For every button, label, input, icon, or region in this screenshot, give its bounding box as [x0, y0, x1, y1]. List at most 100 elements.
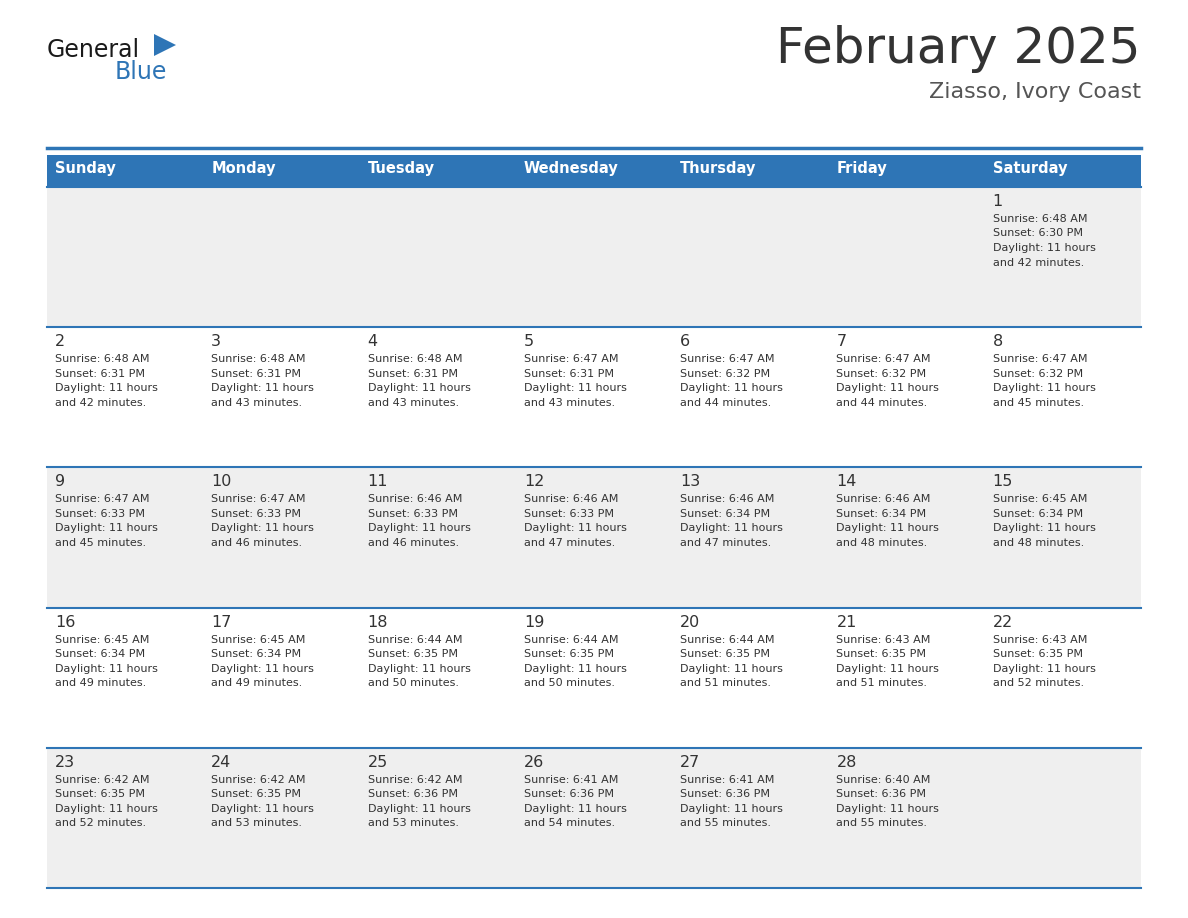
Text: and 45 minutes.: and 45 minutes.	[55, 538, 146, 548]
Text: Sunrise: 6:47 AM: Sunrise: 6:47 AM	[524, 354, 619, 364]
Text: and 46 minutes.: and 46 minutes.	[367, 538, 459, 548]
Text: 24: 24	[211, 755, 232, 770]
Text: and 42 minutes.: and 42 minutes.	[55, 397, 146, 408]
Text: 19: 19	[524, 614, 544, 630]
Bar	[360, 155, 516, 187]
Text: Sunset: 6:31 PM: Sunset: 6:31 PM	[524, 369, 614, 379]
Text: and 46 minutes.: and 46 minutes.	[211, 538, 303, 548]
Text: 25: 25	[367, 755, 387, 770]
Text: Sunset: 6:36 PM: Sunset: 6:36 PM	[681, 789, 770, 800]
Text: 18: 18	[367, 614, 388, 630]
Text: and 54 minutes.: and 54 minutes.	[524, 818, 615, 828]
Text: Sunday: Sunday	[55, 161, 115, 176]
Text: Sunset: 6:33 PM: Sunset: 6:33 PM	[55, 509, 145, 519]
Text: Daylight: 11 hours: Daylight: 11 hours	[681, 523, 783, 533]
Text: Sunrise: 6:47 AM: Sunrise: 6:47 AM	[211, 495, 305, 504]
Text: and 50 minutes.: and 50 minutes.	[367, 678, 459, 688]
Text: Sunset: 6:35 PM: Sunset: 6:35 PM	[836, 649, 927, 659]
Text: Sunrise: 6:45 AM: Sunrise: 6:45 AM	[211, 634, 305, 644]
Text: Sunrise: 6:42 AM: Sunrise: 6:42 AM	[55, 775, 150, 785]
Text: and 50 minutes.: and 50 minutes.	[524, 678, 615, 688]
Text: Sunrise: 6:45 AM: Sunrise: 6:45 AM	[55, 634, 150, 644]
Text: and 43 minutes.: and 43 minutes.	[211, 397, 303, 408]
Text: Thursday: Thursday	[681, 161, 757, 176]
Text: Daylight: 11 hours: Daylight: 11 hours	[211, 523, 314, 533]
Text: Sunrise: 6:48 AM: Sunrise: 6:48 AM	[211, 354, 305, 364]
Text: Daylight: 11 hours: Daylight: 11 hours	[211, 664, 314, 674]
Text: 2: 2	[55, 334, 65, 349]
Text: and 43 minutes.: and 43 minutes.	[524, 397, 615, 408]
Text: and 52 minutes.: and 52 minutes.	[993, 678, 1083, 688]
Polygon shape	[154, 34, 176, 56]
Text: and 51 minutes.: and 51 minutes.	[836, 678, 928, 688]
Text: and 52 minutes.: and 52 minutes.	[55, 818, 146, 828]
Text: and 55 minutes.: and 55 minutes.	[836, 818, 928, 828]
Text: Tuesday: Tuesday	[367, 161, 435, 176]
Text: Sunset: 6:34 PM: Sunset: 6:34 PM	[993, 509, 1082, 519]
Text: and 51 minutes.: and 51 minutes.	[681, 678, 771, 688]
Bar	[48, 748, 1140, 888]
Text: 27: 27	[681, 755, 701, 770]
Text: and 49 minutes.: and 49 minutes.	[55, 678, 146, 688]
Text: Daylight: 11 hours: Daylight: 11 hours	[367, 523, 470, 533]
Text: Sunset: 6:31 PM: Sunset: 6:31 PM	[211, 369, 302, 379]
Text: 10: 10	[211, 475, 232, 489]
Text: Wednesday: Wednesday	[524, 161, 619, 176]
Text: Sunrise: 6:46 AM: Sunrise: 6:46 AM	[367, 495, 462, 504]
Text: Sunset: 6:32 PM: Sunset: 6:32 PM	[993, 369, 1082, 379]
Text: 17: 17	[211, 614, 232, 630]
Text: Sunset: 6:32 PM: Sunset: 6:32 PM	[681, 369, 770, 379]
Text: 11: 11	[367, 475, 388, 489]
Text: Sunrise: 6:44 AM: Sunrise: 6:44 AM	[367, 634, 462, 644]
Text: Sunrise: 6:47 AM: Sunrise: 6:47 AM	[993, 354, 1087, 364]
Text: 20: 20	[681, 614, 701, 630]
Text: 13: 13	[681, 475, 701, 489]
Text: and 42 minutes.: and 42 minutes.	[993, 258, 1083, 267]
Text: Sunset: 6:36 PM: Sunset: 6:36 PM	[836, 789, 927, 800]
Text: Daylight: 11 hours: Daylight: 11 hours	[681, 804, 783, 813]
Text: 1: 1	[993, 194, 1003, 209]
Text: Sunset: 6:33 PM: Sunset: 6:33 PM	[367, 509, 457, 519]
Text: Saturday: Saturday	[993, 161, 1067, 176]
Text: 28: 28	[836, 755, 857, 770]
Bar	[828, 155, 985, 187]
Text: Daylight: 11 hours: Daylight: 11 hours	[681, 664, 783, 674]
Text: Sunrise: 6:44 AM: Sunrise: 6:44 AM	[524, 634, 619, 644]
Text: 9: 9	[55, 475, 65, 489]
Text: Monday: Monday	[211, 161, 276, 176]
Text: Sunset: 6:34 PM: Sunset: 6:34 PM	[836, 509, 927, 519]
Text: 5: 5	[524, 334, 533, 349]
Text: Sunset: 6:35 PM: Sunset: 6:35 PM	[55, 789, 145, 800]
Text: Daylight: 11 hours: Daylight: 11 hours	[367, 383, 470, 393]
Text: Sunset: 6:35 PM: Sunset: 6:35 PM	[524, 649, 614, 659]
Text: Sunset: 6:33 PM: Sunset: 6:33 PM	[211, 509, 302, 519]
Text: and 55 minutes.: and 55 minutes.	[681, 818, 771, 828]
Text: Sunrise: 6:46 AM: Sunrise: 6:46 AM	[681, 495, 775, 504]
Text: Sunrise: 6:46 AM: Sunrise: 6:46 AM	[524, 495, 618, 504]
Text: Daylight: 11 hours: Daylight: 11 hours	[211, 383, 314, 393]
Text: Sunrise: 6:43 AM: Sunrise: 6:43 AM	[836, 634, 931, 644]
Text: Sunrise: 6:42 AM: Sunrise: 6:42 AM	[211, 775, 305, 785]
Text: Sunset: 6:36 PM: Sunset: 6:36 PM	[367, 789, 457, 800]
Text: Sunrise: 6:46 AM: Sunrise: 6:46 AM	[836, 495, 931, 504]
Text: Daylight: 11 hours: Daylight: 11 hours	[211, 804, 314, 813]
Text: 8: 8	[993, 334, 1003, 349]
Text: and 44 minutes.: and 44 minutes.	[836, 397, 928, 408]
Text: Sunset: 6:35 PM: Sunset: 6:35 PM	[367, 649, 457, 659]
Text: 6: 6	[681, 334, 690, 349]
Text: and 49 minutes.: and 49 minutes.	[211, 678, 303, 688]
Text: and 43 minutes.: and 43 minutes.	[367, 397, 459, 408]
Text: Sunset: 6:34 PM: Sunset: 6:34 PM	[55, 649, 145, 659]
Text: February 2025: February 2025	[777, 25, 1140, 73]
Text: Sunset: 6:33 PM: Sunset: 6:33 PM	[524, 509, 614, 519]
Text: Sunset: 6:35 PM: Sunset: 6:35 PM	[681, 649, 770, 659]
Text: Sunrise: 6:47 AM: Sunrise: 6:47 AM	[55, 495, 150, 504]
Text: Sunrise: 6:48 AM: Sunrise: 6:48 AM	[55, 354, 150, 364]
Text: 16: 16	[55, 614, 75, 630]
Text: Sunrise: 6:43 AM: Sunrise: 6:43 AM	[993, 634, 1087, 644]
Text: Sunrise: 6:42 AM: Sunrise: 6:42 AM	[367, 775, 462, 785]
Bar	[48, 187, 1140, 327]
Text: and 48 minutes.: and 48 minutes.	[993, 538, 1083, 548]
Text: Daylight: 11 hours: Daylight: 11 hours	[367, 804, 470, 813]
Text: 12: 12	[524, 475, 544, 489]
